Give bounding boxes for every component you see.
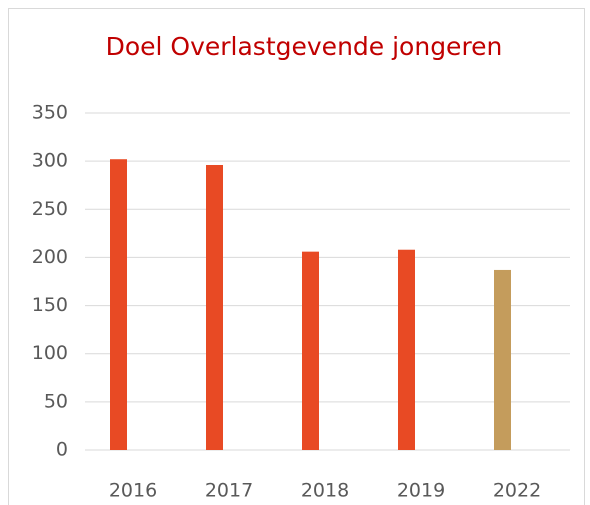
bar — [398, 249, 415, 450]
chart-title: Doel Overlastgevende jongeren — [106, 32, 503, 61]
bar — [110, 159, 127, 450]
bar — [494, 269, 511, 450]
x-tick-label: 2022 — [493, 480, 541, 502]
y-tick-label: 200 — [32, 246, 68, 268]
y-tick-label: 350 — [32, 102, 68, 124]
bar — [206, 164, 223, 450]
y-tick-label: 250 — [32, 198, 68, 220]
bar — [302, 251, 319, 450]
y-tick-label: 300 — [32, 150, 68, 172]
y-tick-label: 150 — [32, 294, 68, 316]
x-tick-label: 2019 — [397, 480, 445, 502]
y-tick-label: 0 — [56, 439, 68, 461]
x-tick-label: 2018 — [301, 480, 349, 502]
chart-border — [8, 8, 585, 505]
y-tick-label: 50 — [44, 390, 68, 412]
x-tick-label: 2016 — [109, 480, 157, 502]
x-tick-label: 2017 — [205, 480, 253, 502]
y-tick-label: 100 — [32, 342, 68, 364]
